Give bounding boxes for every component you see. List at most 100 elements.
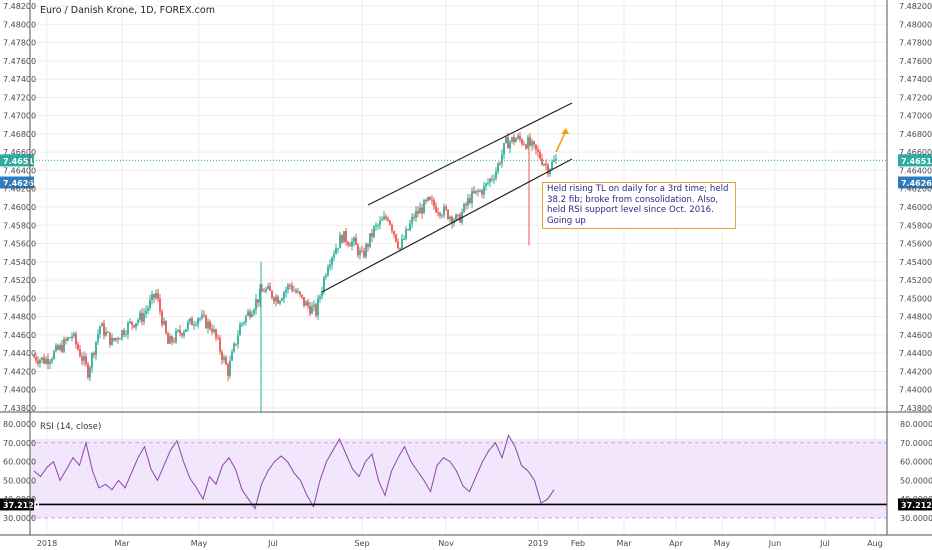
candle-body — [407, 229, 409, 231]
candle-body — [177, 330, 179, 332]
candle-body — [395, 234, 397, 242]
candle-body — [375, 225, 377, 227]
candle-body — [437, 212, 439, 214]
annotation-box[interactable]: Held rising TL on daily for a 3rd time; … — [542, 182, 736, 229]
candle-body — [217, 337, 219, 339]
candle-body — [379, 220, 381, 226]
candle-body — [191, 318, 193, 326]
candle-body — [51, 358, 53, 362]
candle-body — [135, 323, 137, 328]
candle-body — [213, 329, 215, 332]
x-tick: Aug — [867, 539, 883, 548]
x-tick: Mar — [616, 539, 632, 548]
x-tick: Apr — [669, 539, 684, 548]
x-tick: Mar — [114, 539, 130, 548]
candle-body — [341, 235, 343, 243]
candle-body — [37, 360, 39, 364]
candle-body — [555, 158, 557, 161]
candle-body — [439, 212, 441, 216]
candle-body — [363, 251, 365, 257]
candle-body — [169, 336, 171, 344]
candle-body — [445, 206, 447, 210]
candle-body — [79, 349, 81, 357]
rsi-y-tick-right: 70.0000 — [900, 439, 932, 448]
candle-body — [41, 357, 43, 360]
y-tick-left: 7.47200 — [3, 93, 36, 102]
line-price-label-right: 7.46268 — [901, 179, 932, 188]
candle-body — [157, 293, 159, 299]
candle-body — [507, 136, 509, 149]
candle-body — [235, 343, 237, 345]
candle-body — [447, 209, 449, 219]
rsi-label-right-bg — [898, 498, 932, 511]
y-tick-right: 7.47800 — [899, 39, 932, 48]
rsi-y-tick-right: 40.0000 — [900, 495, 932, 504]
candle-body — [479, 190, 481, 192]
y-tick-right: 7.48000 — [899, 20, 932, 29]
candle-body — [109, 332, 111, 345]
candle-body — [339, 235, 341, 249]
x-tick: Nov — [438, 539, 454, 548]
candle-body — [501, 154, 503, 164]
candle-body — [205, 315, 207, 329]
candle-body — [137, 320, 139, 324]
candle-body — [209, 321, 211, 329]
candle-body — [361, 250, 363, 252]
candle-body — [503, 143, 505, 155]
candle-body — [481, 190, 483, 195]
candle-body — [393, 231, 395, 235]
candle-body — [87, 363, 89, 378]
candle-body — [89, 367, 91, 378]
candle-body — [145, 310, 147, 314]
overlays: 7.46510 7.46510 7.46268 7.46268 37.2120 37.21… — [0, 102, 932, 511]
candle-body — [411, 217, 413, 224]
candle-body — [315, 304, 317, 316]
y-tick-right: 7.45600 — [899, 240, 932, 249]
rsi-y-tick-left: 70.0000 — [3, 439, 36, 448]
candle-body — [385, 216, 387, 219]
candle-body — [451, 216, 453, 224]
candle-body — [475, 190, 477, 193]
candle-body — [207, 321, 209, 329]
candle-body — [547, 164, 549, 175]
y-tick-right: 7.45400 — [899, 258, 932, 267]
candle-body — [417, 210, 419, 214]
candle-body — [167, 333, 169, 344]
candle-body — [83, 356, 85, 361]
candle-body — [469, 198, 471, 204]
candle-body — [75, 333, 77, 345]
candle-body — [289, 284, 291, 286]
y-tick-left: 7.45000 — [3, 294, 36, 303]
candle-body — [311, 306, 313, 314]
y-tick-right: 7.44400 — [899, 349, 932, 358]
x-tick: Jul — [819, 539, 830, 548]
candle-body — [33, 356, 35, 358]
channel-lower-line — [321, 158, 573, 293]
grid — [30, 0, 887, 535]
candle-body — [545, 164, 547, 166]
candle-body — [103, 323, 105, 336]
candle-body — [531, 141, 533, 146]
candle-body — [199, 318, 201, 320]
candle-body — [241, 323, 243, 325]
y-tick-right: 7.44800 — [899, 313, 932, 322]
candle-body — [303, 297, 305, 306]
candle-body — [129, 321, 131, 323]
candle-body — [521, 139, 523, 145]
rsi-line — [33, 434, 555, 510]
candle-body — [273, 297, 275, 302]
candle-body — [383, 216, 385, 220]
candle-body — [247, 311, 249, 316]
candle-body — [455, 214, 457, 220]
candle-body — [499, 163, 501, 165]
candle-body — [297, 291, 299, 293]
candle-body — [429, 197, 431, 200]
candle-body — [425, 200, 427, 202]
candle-body — [345, 231, 347, 243]
candle-body — [435, 206, 437, 213]
candle-body — [515, 138, 517, 143]
candle-body — [85, 356, 87, 364]
candle-body — [249, 311, 251, 317]
candle-body — [257, 299, 259, 303]
